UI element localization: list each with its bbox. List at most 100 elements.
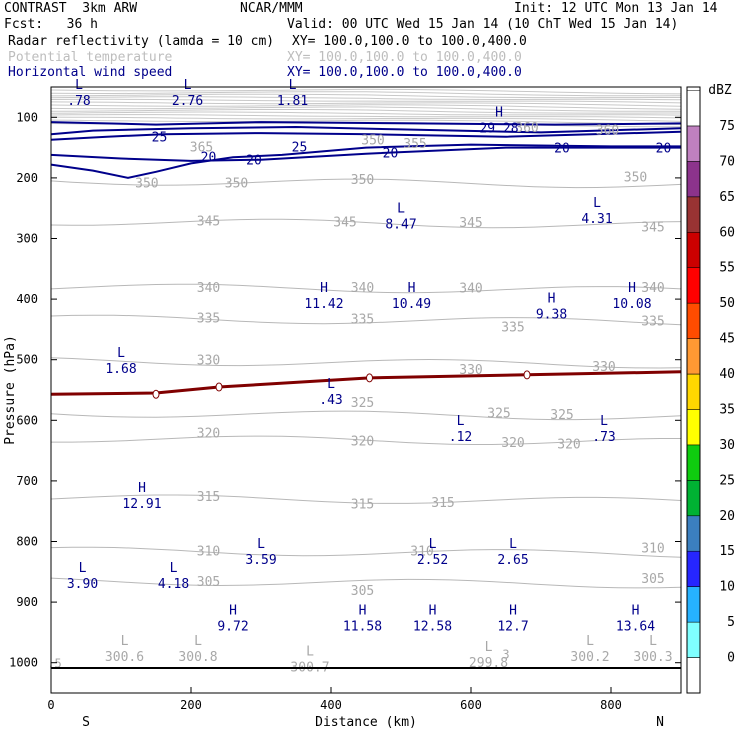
colorbar-level-label: 10 [719, 580, 735, 595]
theta-label: 330 [459, 363, 482, 378]
theta-label: 355 [403, 137, 426, 152]
colorbar-swatch [686, 125, 701, 162]
edge-label: 3 [502, 648, 509, 662]
x-axis-label: Distance (km) [315, 715, 417, 730]
theta-label: 340 [197, 281, 220, 296]
colorbar-title: dBZ [708, 83, 732, 98]
colorbar-level-label: 0 [727, 651, 735, 666]
colorbar-swatch [686, 90, 701, 127]
theta-label: 320 [197, 426, 220, 441]
theta-extremum-value: 300.6 [105, 650, 144, 665]
wind-extremum-value: 11.42 [304, 297, 343, 312]
colorbar-swatch [686, 232, 701, 268]
colorbar: 0 5 10 15 20 25 30 35 40 45 50 55 60 65 70 75 [686, 86, 735, 694]
wind-contour-label: 20 [383, 146, 399, 161]
wind-extremum-value: 1.81 [277, 94, 308, 109]
field-name-theta: Potential temperature [8, 50, 173, 65]
theta-label: 335 [197, 311, 220, 326]
theta-extremum-value: 300.3 [633, 650, 672, 665]
theta-label: 350 [361, 134, 384, 149]
theta-contour [50, 410, 682, 421]
wind-extremum-letter: L [257, 537, 265, 552]
theta-extremum-letter: L [121, 634, 129, 649]
theta-label: 365 [190, 140, 213, 155]
theta-upper-line [50, 101, 682, 107]
y-tick-label: 900 [16, 595, 38, 609]
wind-extremum-letter: H [509, 603, 517, 618]
theta-extremum-letter: L [649, 634, 657, 649]
x-axis-right-end: N [656, 715, 664, 730]
y-tick-label: 200 [16, 171, 38, 185]
theta-label: 325 [550, 408, 573, 423]
x-tick-label: 0 [47, 698, 54, 712]
colorbar-swatch [686, 161, 701, 198]
wind-extremum-value: 2.65 [497, 553, 528, 568]
theta-label: 305 [641, 572, 664, 587]
wind-extremum-value: 12.58 [413, 619, 452, 634]
colorbar-level-label: 45 [719, 332, 735, 347]
theta-label: 320 [501, 436, 524, 451]
wind-extremum-value: 2.52 [417, 553, 448, 568]
zero-line-marker [215, 382, 223, 392]
wind-contour [50, 125, 682, 136]
colorbar-level-label: 75 [719, 119, 735, 134]
wind-extremum-letter: L [509, 537, 517, 552]
colorbar-level-label: 60 [719, 225, 735, 240]
wind-extremum-letter: H [632, 603, 640, 618]
wind-extremum-value: 3.59 [245, 553, 276, 568]
wind-extremum-value: 3.90 [67, 577, 98, 592]
theta-label: 350 [225, 177, 248, 192]
wind-extremum-value: 13.64 [616, 619, 655, 634]
organization: NCAR/MMM [240, 1, 303, 16]
colorbar-swatch [686, 550, 701, 587]
theta-upper-line [50, 91, 682, 97]
theta-upper-line [50, 119, 682, 125]
wind-contour-label: 25 [292, 140, 308, 155]
colorbar-swatch [686, 621, 701, 658]
wind-extremum-value: 9.38 [536, 307, 567, 322]
wind-extremum-value: .73 [592, 430, 615, 445]
model-name: CONTRAST 3km ARW [4, 1, 138, 16]
theta-upper-line [50, 88, 682, 95]
x-tick-label: 800 [600, 698, 622, 712]
colorbar-swatch [686, 586, 701, 623]
theta-label: 325 [487, 406, 510, 421]
colorbar-swatch [686, 196, 701, 233]
colorbar-level-label: 5 [727, 615, 735, 630]
wind-contour-label: 20 [246, 154, 262, 169]
wind-extremum-letter: L [600, 414, 608, 429]
init-time: Init: 12 UTC Mon 13 Jan 14 [514, 1, 718, 16]
colorbar-level-label: 35 [719, 403, 735, 418]
wind-extremum-value: 10.08 [612, 297, 651, 312]
field-xy-wind: XY= 100.0,100.0 to 100.0,400.0 [287, 65, 522, 80]
wind-contour-label: 20 [656, 142, 672, 157]
axes: 0 200 400 600 800 100 200 300 400 500 600 700 800 900… [9, 110, 681, 712]
theta-label: 345 [641, 220, 664, 235]
theta-contour [50, 494, 682, 504]
theta-contour [50, 178, 682, 189]
theta-upper-line [50, 106, 681, 112]
wind-contour-label: 20 [201, 151, 217, 166]
wind-contour [50, 130, 682, 141]
theta-upper-line [50, 111, 682, 116]
colorbar-swatch [686, 338, 701, 375]
theta-extremum-letter: L [194, 634, 202, 649]
field-xy-theta: XY= 100.0,100.0 to 100.0,400.0 [287, 50, 522, 65]
wind-extremum-letter: H [628, 281, 636, 296]
theta-label: 330 [197, 354, 220, 369]
theta-contour-lines [50, 88, 682, 589]
wind-extremum-letter: H [320, 281, 328, 296]
x-tick-label: 200 [180, 698, 202, 712]
colorbar-level-label: 70 [719, 154, 735, 169]
wind-extremum-letter: L [117, 346, 125, 361]
y-tick-label: 600 [16, 413, 38, 427]
y-tick-label: 700 [16, 474, 38, 488]
theta-label: 360 [596, 123, 619, 138]
x-axis-left-end: S [82, 715, 90, 730]
theta-label: 310 [410, 545, 433, 560]
theta-extremum-letter: L [485, 640, 493, 655]
wind-extremum-letter: H [138, 481, 146, 496]
zero-line-marker [366, 373, 373, 383]
theta-label: 350 [135, 177, 158, 192]
